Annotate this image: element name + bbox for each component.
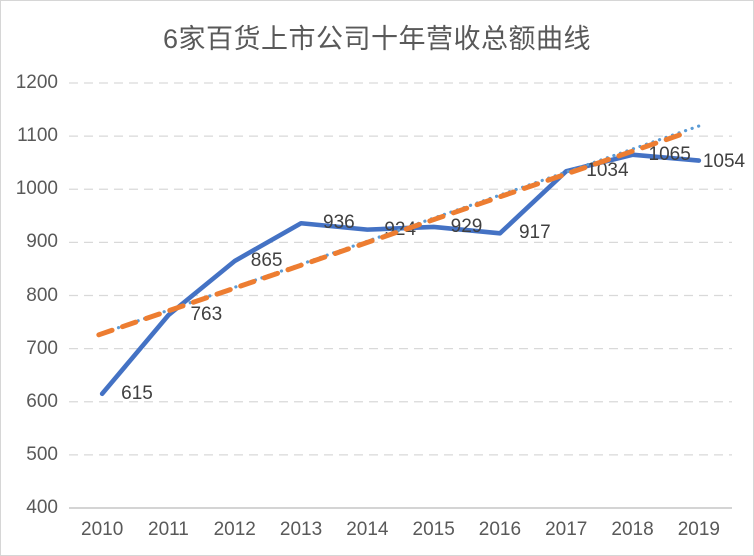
x-axis-label: 2018 [611,519,654,540]
x-axis-label: 2010 [81,519,124,540]
x-axis-label: 2017 [545,519,588,540]
y-axis-label: 700 [26,337,58,359]
y-axis-label: 1100 [17,125,58,147]
x-axis-label: 2013 [279,519,323,540]
x-axis-label: 2014 [346,519,389,540]
data-label: 865 [250,249,283,271]
main-series-line [99,152,702,397]
data-label: 1054 [702,150,746,172]
x-axis-label: 2016 [478,519,522,540]
x-axis-label: 2015 [412,519,455,540]
data-label: 1065 [648,143,691,165]
data-label: 936 [323,212,355,234]
y-axis-label: 800 [26,284,58,306]
trendline-dashed [96,130,689,338]
chart-title: 6家百货上市公司十年营收总额曲线 [162,24,591,54]
data-label: 929 [450,215,483,237]
x-axis-label: 2012 [213,519,256,540]
y-axis-label: 500 [26,443,58,465]
y-axis-label: 600 [26,390,58,412]
x-axis-label: 2019 [677,519,720,540]
data-label: 917 [518,222,551,244]
y-axis-label: 400 [26,497,58,518]
trendline-dotted [103,124,701,334]
data-label: 1034 [586,160,629,182]
y-axis-label: 1000 [15,178,58,200]
data-label: 924 [384,218,417,240]
data-label: 763 [190,304,223,326]
data-label: 615 [121,382,153,404]
x-axis-label: 2011 [148,519,189,540]
y-axis-label: 1200 [15,72,58,93]
y-axis-label: 900 [26,231,58,253]
